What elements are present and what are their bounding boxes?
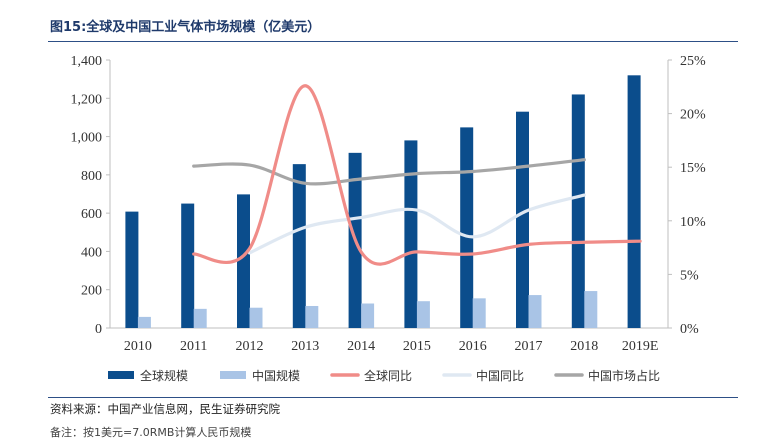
bar-global (181, 203, 195, 328)
x-tick-label: 2011 (180, 339, 207, 354)
figure-title: 图15:全球及中国工业气体市场规模（亿美元） (50, 20, 321, 35)
x-tick-label: 2012 (236, 339, 264, 354)
bar-china (584, 291, 598, 328)
bar-global (571, 94, 585, 328)
bar-china (416, 301, 430, 328)
note-text: 备注：按1美元=7.0RMB计算人民币规模 (50, 426, 252, 439)
bar-china (193, 308, 207, 328)
line-china-share (192, 158, 586, 186)
bar-global (627, 75, 641, 328)
x-tick-label: 2014 (347, 339, 375, 354)
line-china-yoy (247, 193, 586, 255)
legend-group: 全球规模 中国规模 全球同比 中国同比 中国市场占比 (108, 368, 660, 383)
axes-group: 0 200 400 600 800 1,000 1,200 1,400 0% 5% 10% 15% 20… (71, 54, 707, 354)
y-right-tick-label: 5% (680, 268, 699, 283)
bar-china (249, 307, 263, 328)
y-left-tick-label: 200 (81, 284, 102, 299)
legend-label-china-share: 中国市场占比 (588, 368, 660, 383)
combo-chart: 0 200 400 600 800 1,000 1,200 1,400 0% 5% 10% 15% 20… (71, 54, 707, 383)
y-right-tick-label: 0% (680, 322, 699, 337)
y-left-tick-label: 800 (81, 169, 102, 184)
bar-global (404, 140, 418, 328)
x-tick-label: 2019E (622, 339, 659, 354)
y-left-tick-label: 1,000 (71, 131, 103, 146)
bar-global (516, 111, 529, 328)
legend-label-china-yoy: 中国同比 (476, 368, 524, 383)
source-divider (48, 397, 738, 398)
source-text: 资料来源：中国产业信息网，民生证券研究院 (50, 402, 280, 416)
legend-swatch-global-size (108, 371, 134, 379)
y-left-tick-label: 1,400 (71, 54, 103, 69)
legend-swatch-china-size (220, 371, 246, 379)
lines-group (192, 84, 642, 266)
y-right-tick-label: 15% (680, 161, 706, 176)
x-tick-label: 2016 (459, 339, 487, 354)
legend-label-global-yoy: 全球同比 (364, 368, 412, 383)
bar-china (137, 316, 151, 328)
bar-china (305, 305, 319, 328)
x-tick-label: 2018 (570, 339, 598, 354)
bar-global (237, 194, 250, 328)
line-global-yoy (192, 84, 642, 266)
legend-label-china-size: 中国规模 (252, 368, 300, 383)
bar-global (292, 164, 306, 328)
bar-global (460, 127, 474, 328)
y-left-tick-label: 400 (81, 245, 102, 260)
y-left-tick-label: 1,200 (71, 92, 103, 107)
bar-global (125, 211, 139, 328)
bar-china (528, 295, 542, 328)
x-tick-label: 2013 (291, 339, 319, 354)
y-left-tick-label: 0 (95, 322, 102, 337)
x-tick-label: 2010 (124, 339, 152, 354)
x-tick-label: 2017 (515, 339, 543, 354)
y-left-tick-label: 600 (81, 207, 102, 222)
y-right-tick-label: 25% (680, 54, 706, 69)
title-divider (48, 41, 738, 42)
bars-group (125, 75, 641, 328)
legend-label-global-size: 全球规模 (140, 368, 188, 383)
x-tick-label: 2015 (403, 339, 431, 354)
bar-china (361, 303, 375, 328)
y-right-tick-label: 20% (680, 108, 706, 123)
bar-china (472, 298, 486, 328)
y-right-tick-label: 10% (680, 215, 706, 230)
